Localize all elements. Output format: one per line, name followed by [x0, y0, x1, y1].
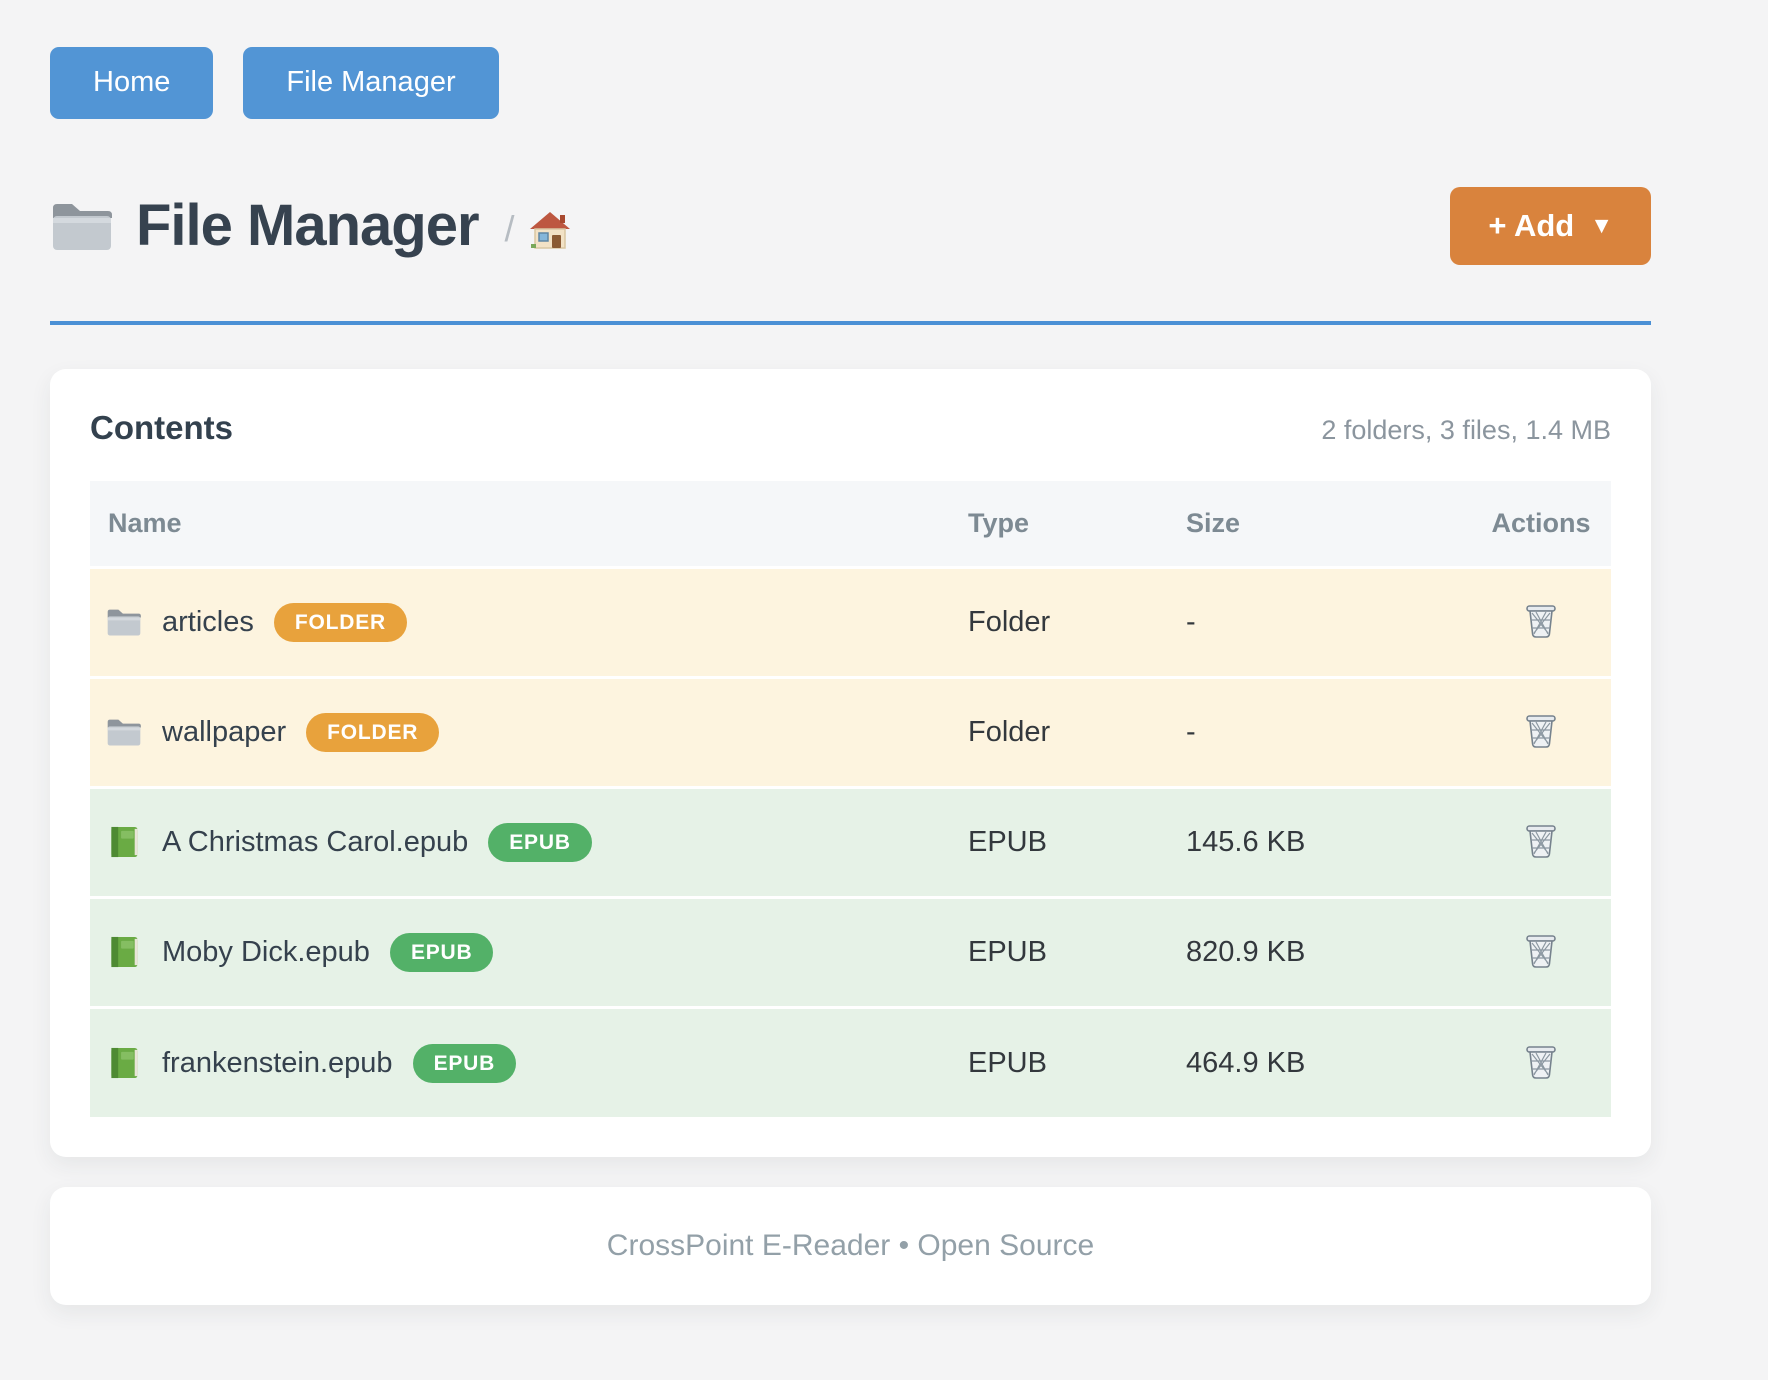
- contents-heading: Contents: [90, 408, 233, 446]
- breadcrumb-separator: /: [504, 207, 515, 249]
- table-row[interactable]: Moby Dick.epub EPUB EPUB 820.9 KB: [90, 897, 1611, 1008]
- footer-text: CrossPoint E-Reader • Open Source: [606, 1229, 1095, 1263]
- trash-icon: [1526, 935, 1556, 968]
- column-header-name: Name: [90, 480, 968, 568]
- type-badge: EPUB: [412, 1043, 517, 1083]
- delete-button[interactable]: [1523, 712, 1559, 753]
- trash-icon: [1526, 715, 1556, 748]
- table-row[interactable]: A Christmas Carol.epub EPUB EPUB 145.6 K…: [90, 787, 1611, 898]
- type-cell: EPUB: [968, 1046, 1047, 1079]
- table-body: articles FOLDER Folder - wallpaper FOLDE…: [90, 567, 1611, 1118]
- size-cell: 820.9 KB: [1186, 935, 1306, 968]
- folder-icon: [107, 720, 141, 746]
- column-header-actions: Actions: [1471, 480, 1611, 568]
- delete-button[interactable]: [1523, 602, 1559, 643]
- table-header-row: Name Type Size Actions: [90, 480, 1611, 568]
- size-cell: 464.9 KB: [1186, 1046, 1306, 1079]
- name-cell: wallpaper FOLDER: [90, 712, 968, 752]
- book-icon: [111, 1048, 138, 1079]
- size-cell: -: [1186, 605, 1196, 638]
- header-divider: [50, 320, 1651, 325]
- type-cell: EPUB: [968, 825, 1047, 858]
- type-cell: EPUB: [968, 935, 1047, 968]
- add-button[interactable]: + Add ▼: [1450, 186, 1651, 265]
- house-icon[interactable]: [528, 210, 571, 250]
- footer-card: CrossPoint E-Reader • Open Source: [50, 1187, 1651, 1306]
- file-table: Name Type Size Actions articles FOLDER F…: [90, 480, 1611, 1118]
- delete-button[interactable]: [1523, 822, 1559, 863]
- page-title: File Manager: [136, 193, 480, 259]
- trash-icon: [1526, 605, 1556, 638]
- top-nav: Home File Manager: [50, 47, 1651, 119]
- page: Home File Manager File Manager / + Add ▼…: [50, 47, 1651, 1306]
- column-header-type: Type: [968, 480, 1186, 568]
- delete-button[interactable]: [1523, 1043, 1559, 1084]
- file-name: frankenstein.epub: [162, 1046, 393, 1079]
- file-name: A Christmas Carol.epub: [162, 825, 469, 858]
- trash-icon: [1526, 1045, 1556, 1079]
- page-header: File Manager / + Add ▼: [50, 186, 1651, 265]
- type-badge: EPUB: [488, 822, 592, 862]
- contents-summary: 2 folders, 3 files, 1.4 MB: [1321, 414, 1611, 445]
- name-cell: frankenstein.epub EPUB: [90, 1043, 968, 1083]
- column-header-size: Size: [1186, 480, 1471, 568]
- nav-file-manager-button[interactable]: File Manager: [243, 47, 499, 119]
- name-cell: Moby Dick.epub EPUB: [90, 932, 968, 972]
- file-name: Moby Dick.epub: [162, 935, 370, 968]
- size-cell: -: [1186, 715, 1196, 748]
- file-name: wallpaper: [162, 715, 287, 748]
- type-badge: EPUB: [389, 932, 494, 972]
- add-button-label: + Add: [1488, 207, 1575, 243]
- type-badge: FOLDER: [273, 602, 407, 642]
- trash-icon: [1526, 825, 1556, 858]
- name-cell: A Christmas Carol.epub EPUB: [90, 822, 968, 862]
- type-badge: FOLDER: [306, 712, 440, 752]
- table-row[interactable]: frankenstein.epub EPUB EPUB 464.9 KB: [90, 1007, 1611, 1118]
- type-cell: Folder: [968, 715, 1051, 748]
- chevron-down-icon: ▼: [1590, 212, 1613, 239]
- contents-card: Contents 2 folders, 3 files, 1.4 MB Name…: [50, 368, 1651, 1158]
- name-cell: articles FOLDER: [90, 602, 968, 642]
- table-row[interactable]: articles FOLDER Folder -: [90, 567, 1611, 678]
- size-cell: 145.6 KB: [1186, 825, 1306, 858]
- table-row[interactable]: wallpaper FOLDER Folder -: [90, 677, 1611, 788]
- type-cell: Folder: [968, 605, 1051, 638]
- book-icon: [111, 827, 138, 858]
- folder-icon: [107, 610, 141, 636]
- delete-button[interactable]: [1523, 932, 1559, 973]
- file-name: articles: [162, 605, 254, 638]
- book-icon: [111, 937, 138, 968]
- folder-icon: [53, 203, 112, 250]
- contents-card-header: Contents 2 folders, 3 files, 1.4 MB: [90, 409, 1611, 447]
- nav-home-button[interactable]: Home: [50, 47, 214, 119]
- title-group: File Manager /: [50, 192, 571, 259]
